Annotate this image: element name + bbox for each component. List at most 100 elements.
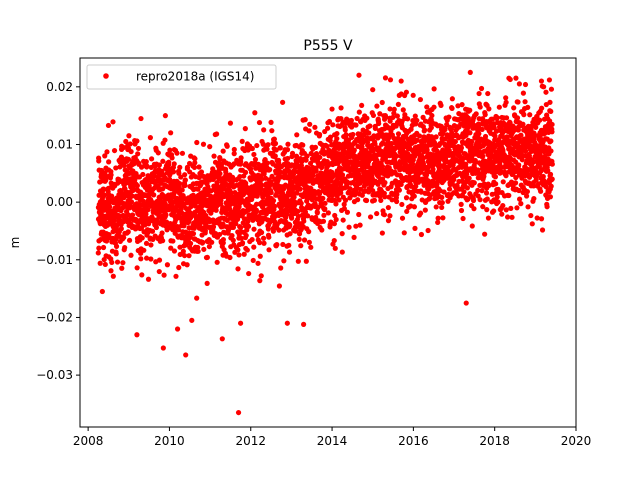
- data-point: [395, 131, 402, 137]
- data-point: [517, 196, 523, 202]
- data-point: [126, 133, 132, 139]
- data-point: [541, 84, 547, 90]
- data-point: [480, 204, 486, 210]
- data-point: [485, 90, 491, 97]
- data-point: [312, 124, 318, 130]
- data-point: [281, 258, 287, 264]
- data-point: [125, 229, 131, 235]
- data-point: [458, 145, 464, 151]
- data-point: [294, 132, 300, 138]
- data-point: [108, 172, 114, 178]
- data-point: [422, 207, 428, 213]
- data-point: [528, 212, 534, 219]
- data-point: [109, 193, 115, 199]
- data-point: [286, 242, 292, 248]
- data-point: [324, 143, 330, 149]
- data-point: [168, 130, 174, 136]
- data-point: [195, 244, 201, 251]
- data-point: [182, 177, 188, 183]
- data-point: [256, 119, 263, 126]
- data-point: [253, 207, 259, 213]
- data-point: [147, 135, 153, 141]
- data-point: [163, 212, 169, 218]
- data-point: [418, 231, 425, 238]
- data-point: [439, 200, 445, 206]
- data-point: [422, 137, 428, 144]
- data-point: [138, 115, 144, 122]
- data-point: [121, 234, 127, 241]
- data-point: [389, 197, 395, 203]
- data-point: [341, 154, 347, 160]
- data-point: [204, 280, 210, 286]
- data-point: [251, 151, 257, 158]
- data-point: [495, 199, 501, 205]
- y-axis-label: m: [8, 237, 22, 249]
- data-point: [379, 230, 385, 236]
- data-point: [122, 244, 128, 251]
- data-point: [379, 163, 386, 170]
- data-point: [522, 81, 529, 88]
- data-point: [287, 231, 293, 237]
- data-point: [539, 105, 545, 111]
- data-point: [250, 257, 256, 264]
- data-point: [333, 216, 339, 223]
- data-point: [166, 159, 172, 165]
- data-point: [156, 257, 163, 263]
- data-point: [341, 201, 347, 207]
- data-point: [301, 321, 307, 327]
- data-point: [178, 174, 184, 180]
- data-point: [439, 204, 445, 211]
- data-point: [229, 233, 235, 239]
- data-point: [434, 180, 440, 186]
- data-point: [206, 243, 212, 250]
- x-tick-label: 2014: [317, 434, 348, 448]
- data-point: [264, 160, 270, 166]
- legend-box: [86, 64, 277, 90]
- data-point: [99, 288, 105, 295]
- data-point: [339, 231, 345, 237]
- data-point: [274, 242, 280, 248]
- data-point: [493, 181, 499, 187]
- data-point: [306, 229, 312, 235]
- data-point: [259, 182, 265, 188]
- data-point: [549, 176, 555, 182]
- data-point: [471, 180, 477, 186]
- data-point: [521, 112, 527, 118]
- data-point: [173, 273, 179, 279]
- data-point: [333, 201, 339, 207]
- data-point: [479, 126, 485, 133]
- data-point: [140, 171, 146, 178]
- data-point: [304, 153, 310, 159]
- data-point: [356, 211, 362, 218]
- data-point: [280, 241, 286, 248]
- data-point: [377, 111, 383, 117]
- data-point: [507, 120, 513, 126]
- data-point: [455, 103, 461, 109]
- data-point: [334, 130, 340, 137]
- data-point: [196, 175, 202, 181]
- data-point: [231, 146, 237, 153]
- data-point: [184, 164, 191, 170]
- data-point: [289, 150, 296, 156]
- data-point: [174, 150, 180, 156]
- data-point: [245, 223, 252, 229]
- data-point: [399, 201, 405, 208]
- data-point: [160, 345, 166, 351]
- data-point: [258, 229, 265, 236]
- data-point: [334, 135, 340, 142]
- data-point: [480, 153, 486, 159]
- data-point: [254, 142, 260, 149]
- data-point: [104, 149, 110, 155]
- data-point: [303, 258, 309, 264]
- data-point: [286, 249, 293, 255]
- data-point: [387, 118, 393, 124]
- data-point: [478, 85, 485, 92]
- data-point: [167, 147, 173, 153]
- data-point: [484, 207, 490, 213]
- data-point: [355, 197, 361, 203]
- data-point: [96, 245, 102, 251]
- data-point: [524, 188, 530, 195]
- data-point: [230, 224, 237, 230]
- data-point: [204, 254, 210, 261]
- data-point: [249, 236, 255, 243]
